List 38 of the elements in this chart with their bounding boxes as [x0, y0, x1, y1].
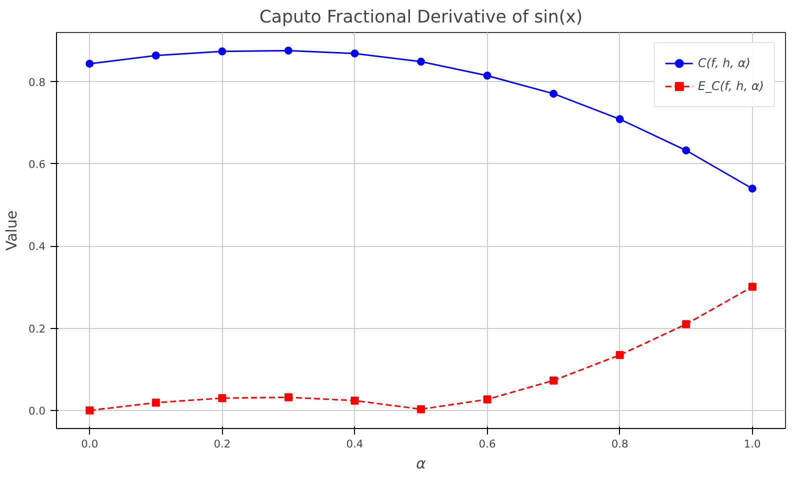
x-tick-label: 1.0	[744, 438, 762, 450]
x-tick-label: 0.6	[478, 438, 496, 450]
chart-title: Caputo Fractional Derivative of sin(x)	[259, 8, 583, 28]
point	[350, 396, 359, 405]
point	[218, 47, 226, 56]
y-axis-title: Value	[4, 210, 21, 251]
point	[284, 46, 292, 55]
y-tick-label: 0.6	[28, 158, 46, 171]
point	[748, 184, 756, 193]
y-tick-label: 0.8	[28, 76, 46, 89]
point	[350, 49, 359, 58]
point	[152, 398, 160, 407]
x-tick-label: 0.4	[346, 438, 364, 450]
x-tick-label: 0.2	[214, 438, 231, 450]
y-tick-label: 0.0	[28, 404, 46, 418]
point	[616, 350, 624, 359]
point	[218, 394, 226, 402]
point	[483, 395, 492, 404]
y-tick-label: 0.2	[28, 322, 46, 336]
point	[616, 115, 624, 124]
point	[550, 90, 558, 98]
point	[682, 320, 690, 328]
point	[483, 72, 492, 80]
point	[748, 282, 756, 291]
point	[152, 52, 160, 60]
point	[284, 393, 292, 402]
legend-label: E_C(f, h, α)	[698, 79, 764, 93]
x-tick-label: 0.0	[81, 438, 98, 450]
legend-label: C(f, h, α)	[698, 56, 750, 70]
x-axis-title: α	[416, 456, 426, 472]
point	[550, 376, 558, 384]
y-tick-label: 0.4	[28, 240, 46, 254]
point	[417, 405, 425, 414]
point	[417, 58, 425, 66]
point	[682, 146, 690, 154]
point	[86, 406, 94, 414]
point	[86, 60, 94, 68]
x-tick-label: 0.8	[611, 438, 629, 450]
